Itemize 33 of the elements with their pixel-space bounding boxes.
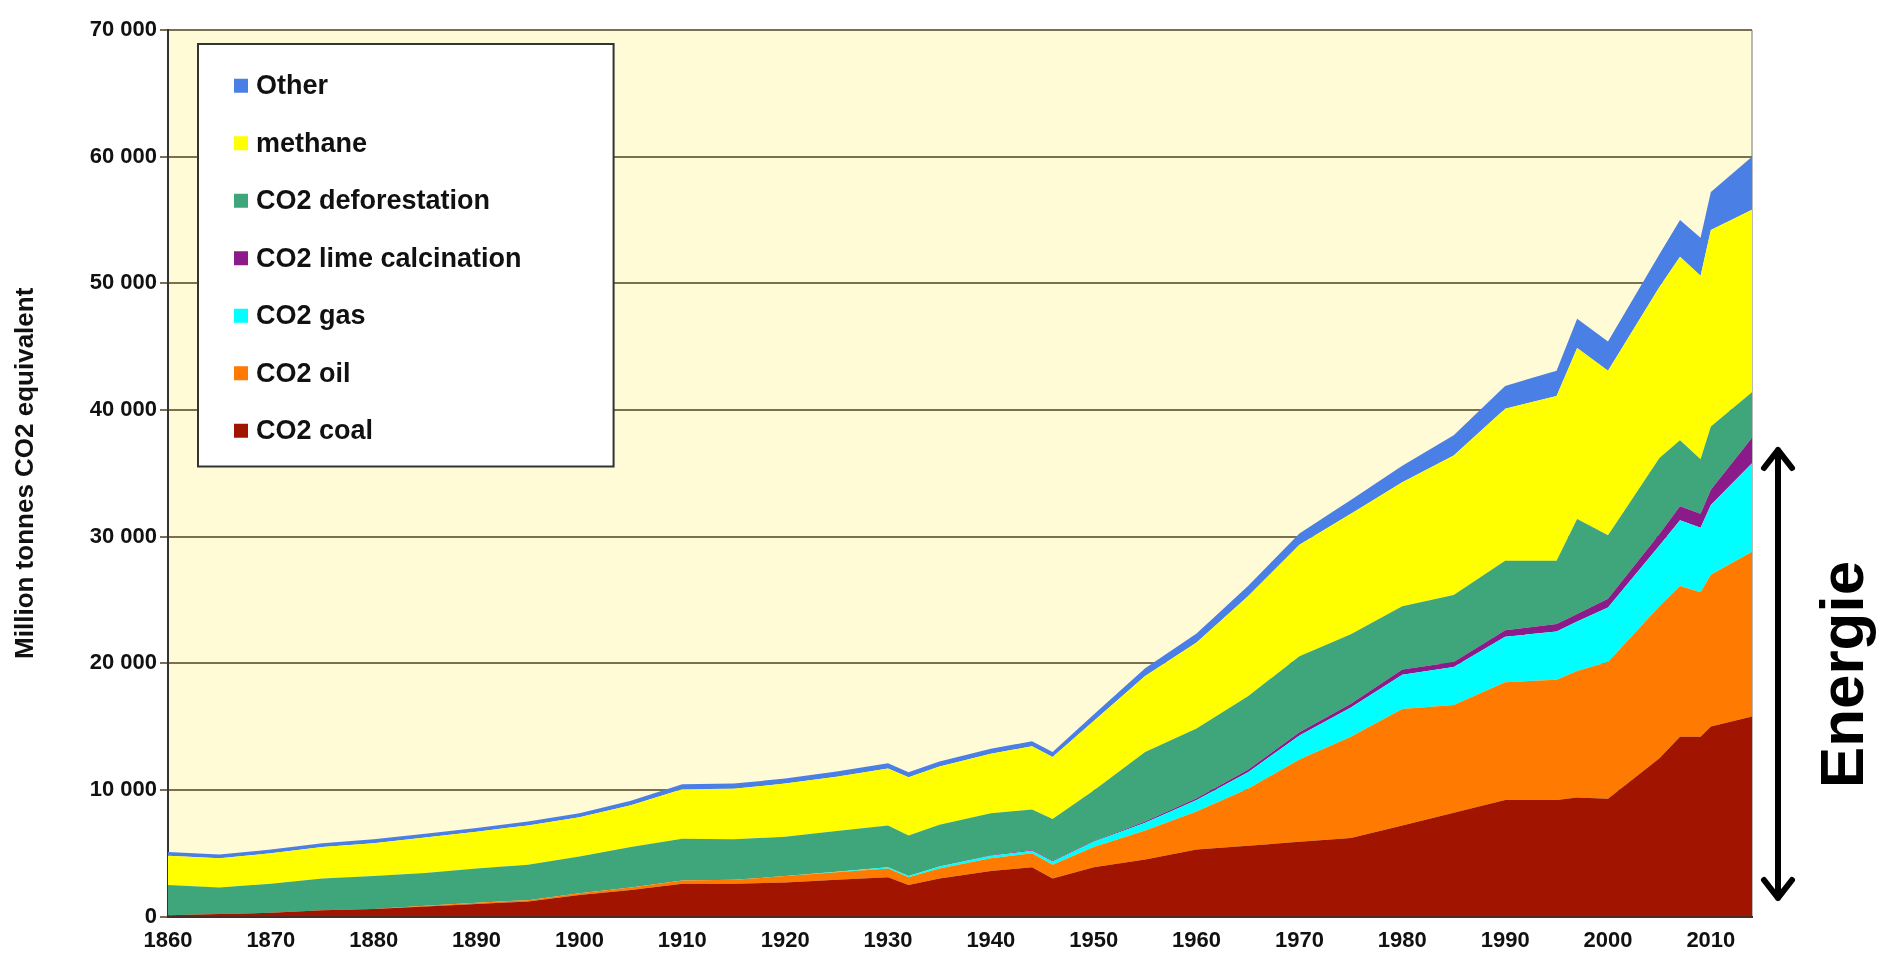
legend-label: CO2 oil bbox=[256, 357, 351, 388]
y-tick-label: 30 000 bbox=[89, 522, 157, 548]
x-tick-label: 1900 bbox=[554, 926, 604, 952]
legend-label: CO2 coal bbox=[256, 415, 374, 446]
x-tick-label: 1890 bbox=[452, 926, 502, 952]
legend-label: CO2 deforestation bbox=[256, 185, 491, 216]
y-tick-label: 40 000 bbox=[89, 396, 157, 422]
x-tick-label: 1950 bbox=[1069, 926, 1119, 952]
x-tick-label: 1860 bbox=[143, 926, 193, 952]
text: Energie bbox=[1806, 560, 1878, 788]
legend-label: CO2 gas bbox=[256, 300, 366, 331]
legend-label: CO2 lime calcination bbox=[256, 242, 522, 273]
y-axis-title: Million tonnes CO2 equivalent bbox=[8, 287, 39, 659]
legend-label: methane bbox=[256, 127, 368, 158]
y-tick-label: 60 000 bbox=[89, 142, 157, 168]
y-tick-label: 20 000 bbox=[89, 649, 157, 675]
x-tick-label: 1880 bbox=[349, 926, 399, 952]
x-tick-label: 1970 bbox=[1274, 926, 1324, 952]
legend-label: Other bbox=[256, 70, 329, 101]
x-tick-label: 1990 bbox=[1480, 926, 1530, 952]
x-tick-label: 1870 bbox=[246, 926, 296, 952]
y-tick-label: 0 bbox=[144, 902, 157, 928]
x-tick-label: 1940 bbox=[966, 926, 1016, 952]
x-tick-label: 1920 bbox=[760, 926, 810, 952]
y-tick-label: 70 000 bbox=[89, 16, 157, 42]
x-tick-label: 1910 bbox=[657, 926, 707, 952]
y-tick-label: 50 000 bbox=[89, 269, 157, 295]
x-tick-label: 1960 bbox=[1172, 926, 1222, 952]
x-tick-label: 2000 bbox=[1583, 926, 1633, 952]
x-tick-label: 1980 bbox=[1377, 926, 1427, 952]
x-tick-label: 2010 bbox=[1686, 926, 1736, 952]
x-tick-label: 1930 bbox=[863, 926, 913, 952]
y-tick-label: 10 000 bbox=[89, 776, 157, 802]
